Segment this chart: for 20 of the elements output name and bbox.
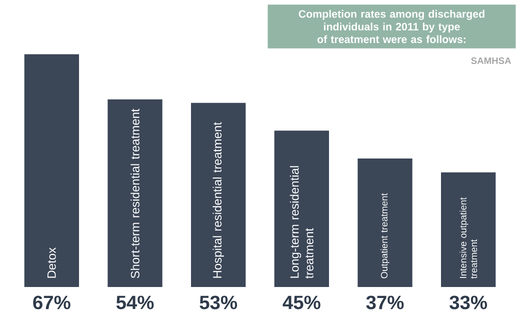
x-tick-label: Hospital residential treatment <box>212 122 224 278</box>
data-label: 54% <box>116 296 154 310</box>
x-tick-label: Long-term residential treatment <box>290 166 314 279</box>
bar <box>108 99 162 287</box>
bar <box>24 54 80 287</box>
annotation: SAMHSA <box>471 57 512 64</box>
bar <box>274 130 330 287</box>
data-label: 67% <box>33 296 70 310</box>
data-label: 45% <box>282 296 320 310</box>
data-label: 33% <box>450 296 488 310</box>
bar <box>441 172 496 287</box>
bar <box>191 102 246 287</box>
bar <box>358 158 412 287</box>
chart-title: Completion rates among discharged individuals in 2011 by type of treatment were as follows: <box>298 10 484 44</box>
data-label: 37% <box>366 296 404 310</box>
x-tick-label: Detox <box>47 248 56 278</box>
x-tick-label: Intensive outpatient treatment <box>460 197 478 279</box>
data-label: 53% <box>200 296 238 310</box>
x-tick-label: Short-term residential treatment <box>130 108 140 278</box>
x-tick-label: Outpatient treatment <box>380 193 390 278</box>
